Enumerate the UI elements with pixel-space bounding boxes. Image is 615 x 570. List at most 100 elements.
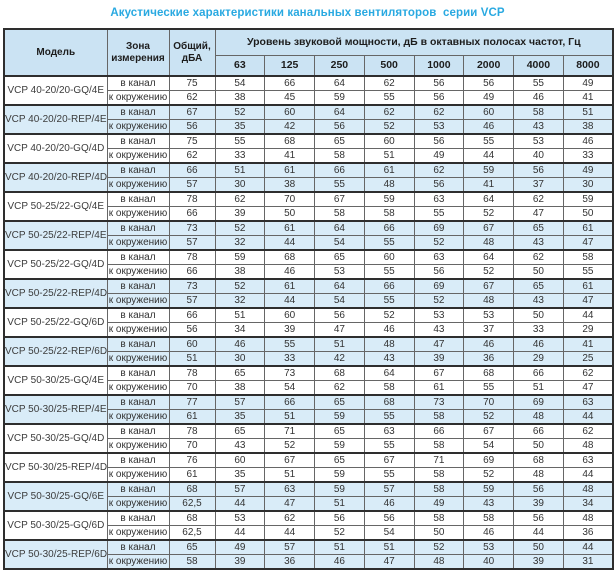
- spl-value-cell: 66: [513, 365, 564, 381]
- spl-value-cell: 68: [513, 452, 564, 468]
- spl-value-cell: 35: [214, 467, 266, 483]
- total-dba-cell: 57: [168, 177, 216, 193]
- measurement-zone-cell: к окружению: [106, 322, 170, 338]
- total-dba-cell: 78: [168, 365, 216, 381]
- table-row: к окружению 62,5 44 47 51 46 49 43 39 34: [4, 496, 614, 512]
- table-row: VCP 50-30/25-GQ/4D в канал 78 65 71 65 63 66 67 6…: [3, 423, 614, 454]
- table-row: VCP 50-25/22-REP/4D в канал 73 52 61 64 66 69 67…: [3, 278, 614, 309]
- spl-value-cell: 55: [363, 235, 415, 251]
- spl-value-cell: 56: [413, 177, 465, 193]
- model-name-cell: VCP 50-30/25-GQ/6D: [3, 510, 108, 541]
- measurement-zone-cell: к окружению: [106, 119, 170, 135]
- spl-value-cell: 44: [214, 496, 266, 512]
- spl-value-cell: 65: [513, 278, 564, 294]
- frequency-header: 500: [363, 55, 415, 77]
- spl-value-cell: 62: [314, 380, 365, 396]
- spl-value-cell: 61: [264, 278, 315, 294]
- spl-value-cell: 47: [413, 336, 465, 352]
- spl-value-cell: 59: [463, 481, 514, 497]
- table-row: к окружению 66 39 50 58 58 55 52 47 50: [4, 206, 614, 222]
- spl-value-cell: 44: [562, 467, 614, 483]
- spl-value-cell: 73: [413, 394, 465, 410]
- spl-value-cell: 52: [363, 119, 415, 135]
- spl-value-cell: 43: [214, 438, 266, 454]
- table-row: к окружению 70 43 52 59 55 58 54 50 48: [4, 438, 614, 454]
- spl-value-cell: 51: [214, 162, 266, 178]
- spl-value-cell: 61: [562, 220, 614, 236]
- spl-value-cell: 46: [513, 90, 564, 106]
- table-row: VCP 50-30/25-REP/6D в канал 65 49 57 51 51 52 53…: [3, 539, 614, 570]
- spl-value-cell: 38: [214, 380, 266, 396]
- spl-value-cell: 61: [264, 220, 315, 236]
- spl-value-cell: 58: [562, 249, 614, 265]
- table-row: VCP 50-30/25-GQ/4E в канал 78 65 73 68 64 67 68 6…: [3, 365, 614, 396]
- spl-value-cell: 59: [314, 467, 365, 483]
- model-name-cell: VCP 40-20/20-GQ/4E: [3, 75, 108, 106]
- spl-value-cell: 54: [214, 75, 266, 91]
- spl-value-cell: 55: [363, 438, 415, 454]
- measurement-zone-cell: к окружению: [106, 351, 170, 367]
- spl-value-cell: 58: [413, 438, 465, 454]
- spl-value-cell: 52: [264, 438, 315, 454]
- spl-value-cell: 51: [264, 409, 315, 425]
- spl-value-cell: 62: [363, 75, 415, 91]
- measurement-zone-cell: к окружению: [106, 90, 170, 106]
- spl-value-cell: 46: [463, 525, 514, 541]
- spl-value-cell: 30: [214, 177, 266, 193]
- total-dba-cell: 56: [168, 119, 216, 135]
- spl-value-cell: 71: [413, 452, 465, 468]
- model-name-cell: VCP 50-30/25-GQ/4D: [3, 423, 108, 454]
- spl-value-cell: 70: [264, 191, 315, 207]
- total-dba-cell: 70: [168, 438, 216, 454]
- measurement-zone-cell: к окружению: [106, 438, 170, 454]
- spl-value-cell: 55: [363, 467, 415, 483]
- spl-value-cell: 56: [314, 510, 365, 526]
- total-dba-cell: 66: [168, 307, 216, 323]
- spl-value-cell: 51: [363, 148, 415, 164]
- total-dba-cell: 73: [168, 278, 216, 294]
- frequency-header: 2000: [463, 55, 514, 77]
- spl-value-cell: 43: [513, 293, 564, 309]
- spl-value-cell: 58: [363, 206, 415, 222]
- spl-value-cell: 52: [214, 278, 266, 294]
- spl-value-cell: 52: [214, 220, 266, 236]
- spl-value-cell: 55: [562, 264, 614, 280]
- spl-value-cell: 64: [314, 278, 365, 294]
- spl-value-cell: 29: [513, 351, 564, 367]
- total-dba-cell: 70: [168, 380, 216, 396]
- spl-value-cell: 29: [562, 322, 614, 338]
- spl-value-cell: 46: [562, 133, 614, 149]
- spl-value-cell: 55: [513, 75, 564, 91]
- spl-value-cell: 47: [363, 554, 415, 570]
- measurement-zone-cell: в канал: [106, 452, 170, 468]
- spl-value-cell: 47: [314, 322, 365, 338]
- spl-value-cell: 48: [363, 177, 415, 193]
- spl-value-cell: 35: [214, 119, 266, 135]
- spl-value-cell: 56: [314, 119, 365, 135]
- measurement-zone-cell: в канал: [106, 249, 170, 265]
- spl-value-cell: 42: [314, 351, 365, 367]
- spl-value-cell: 58: [513, 104, 564, 120]
- total-dba-cell: 75: [168, 133, 216, 149]
- model-name-cell: VCP 50-25/22-REP/6D: [3, 336, 108, 367]
- spl-value-cell: 49: [214, 539, 266, 555]
- spl-value-cell: 50: [562, 206, 614, 222]
- spl-value-cell: 48: [562, 481, 614, 497]
- spl-value-cell: 52: [413, 235, 465, 251]
- spl-value-cell: 56: [363, 510, 415, 526]
- spl-value-cell: 67: [413, 365, 465, 381]
- spl-value-cell: 58: [413, 409, 465, 425]
- total-dba-cell: 66: [168, 162, 216, 178]
- model-name-cell: VCP 50-25/22-GQ/4D: [3, 249, 108, 280]
- measurement-zone-cell: к окружению: [106, 525, 170, 541]
- table-row: к окружению 56 35 42 56 52 53 46 43 38: [4, 119, 614, 135]
- spl-value-cell: 61: [413, 380, 465, 396]
- spl-value-cell: 53: [314, 264, 365, 280]
- spl-value-cell: 48: [562, 438, 614, 454]
- table-row: VCP 50-30/25-REP/4E в канал 77 57 66 65 68 73 70…: [3, 394, 614, 425]
- spl-value-cell: 67: [314, 191, 365, 207]
- spl-value-cell: 32: [214, 293, 266, 309]
- spl-value-cell: 38: [214, 264, 266, 280]
- measurement-zone-cell: к окружению: [106, 496, 170, 512]
- spl-value-cell: 51: [214, 307, 266, 323]
